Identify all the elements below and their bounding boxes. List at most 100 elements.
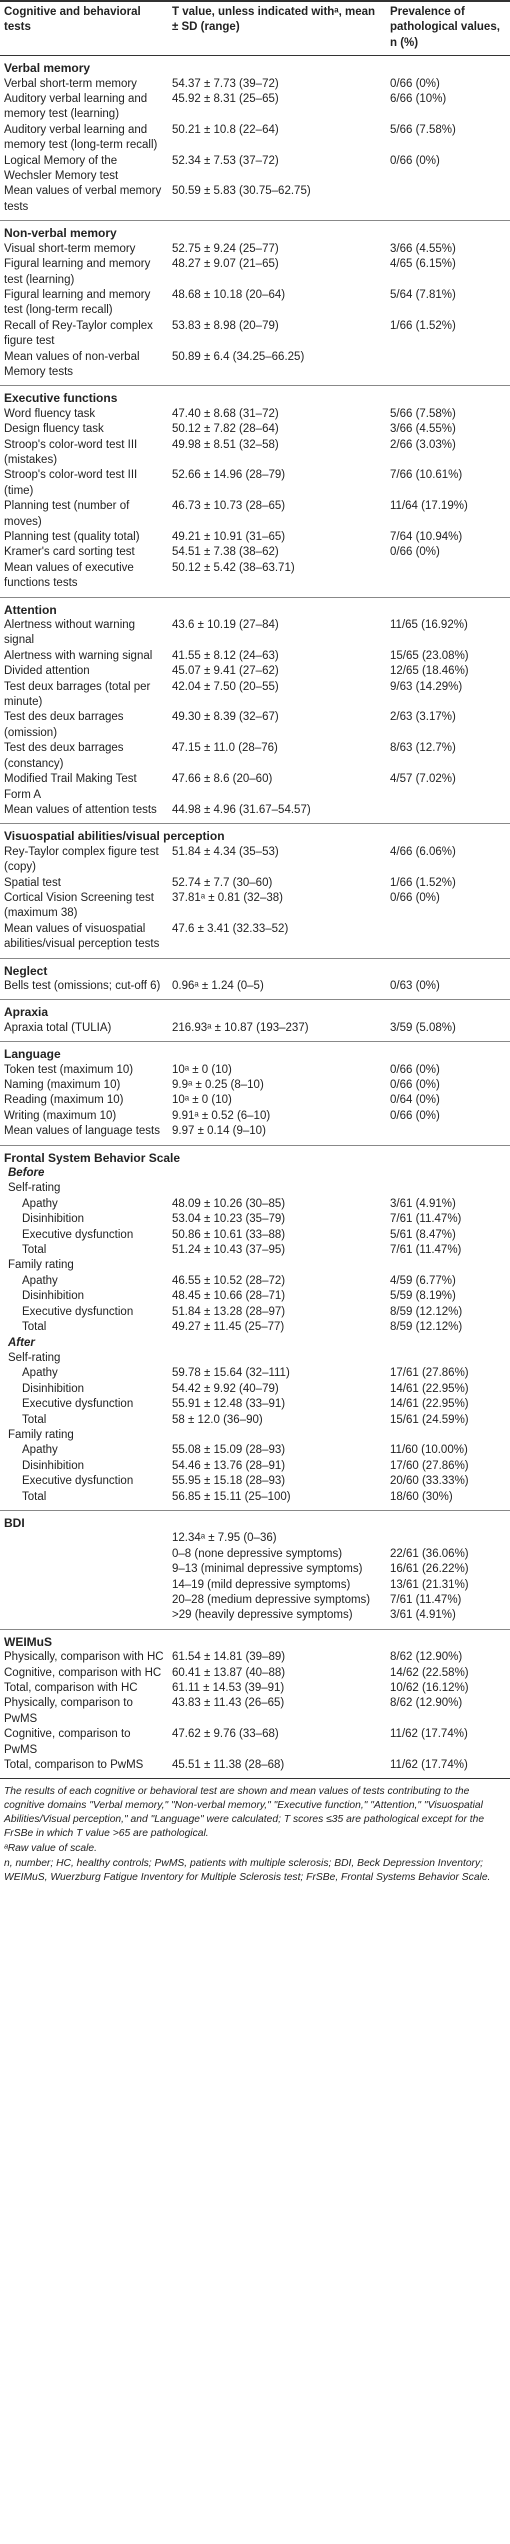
value-cell: 216.93ᵃ ± 10.87 (193–237) bbox=[172, 1021, 309, 1034]
label-cell: Auditory verbal learning and memory test… bbox=[4, 93, 148, 121]
value-cell: 55.95 ± 15.18 (28–93) bbox=[172, 1475, 286, 1488]
label-cell: Figural learning and memory test (learni… bbox=[4, 258, 151, 286]
section-title: WEIMuS bbox=[0, 1628, 510, 1651]
prevalence-cell: 16/61 (26.22%) bbox=[390, 1563, 469, 1576]
data-row: 0–8 (none depressive symptoms) 22/61 (36.… bbox=[0, 1547, 510, 1562]
data-row: Word fluency task 47.40 ± 8.68 (31–72) 5/6… bbox=[0, 407, 510, 422]
data-row: Alertness with warning signal 41.55 ± 8.1… bbox=[0, 649, 510, 664]
label-cell: Stroop's color-word test III (mistakes) bbox=[4, 438, 138, 466]
value-cell: 50.12 ± 7.82 (28–64) bbox=[172, 423, 279, 436]
value-cell: 51.84 ± 13.28 (28–97) bbox=[172, 1305, 286, 1318]
prevalence-cell: 4/65 (6.15%) bbox=[390, 258, 456, 271]
value-cell: 47.66 ± 8.6 (20–60) bbox=[172, 773, 273, 786]
value-cell: 48.45 ± 10.66 (28–71) bbox=[172, 1290, 286, 1303]
value-cell: 46.55 ± 10.52 (28–72) bbox=[172, 1274, 286, 1287]
value-cell: 50.59 ± 5.83 (30.75–62.75) bbox=[172, 185, 311, 198]
value-cell: 10ᵃ ± 0 (10) bbox=[172, 1094, 232, 1107]
data-row: Mean values of verbal memory tests 50.59 … bbox=[0, 184, 510, 220]
prevalence-cell: 5/61 (8.47%) bbox=[390, 1228, 456, 1241]
value-cell: 48.68 ± 10.18 (20–64) bbox=[172, 288, 286, 301]
prevalence-cell: 5/66 (7.58%) bbox=[390, 407, 456, 420]
data-row: Apraxia total (TULIA) 216.93ᵃ ± 10.87 (19… bbox=[0, 1021, 510, 1042]
value-cell: 50.86 ± 10.61 (33–88) bbox=[172, 1228, 286, 1241]
label-cell: Physically, comparison with HC bbox=[4, 1651, 164, 1664]
label-cell: Mean values of non-verbal Memory tests bbox=[4, 350, 140, 378]
prevalence-cell: 5/66 (7.58%) bbox=[390, 123, 456, 136]
label-cell: Token test (maximum 10) bbox=[4, 1063, 134, 1076]
data-row: Total 56.85 ± 15.11 (25–100) 18/60 (30%) bbox=[0, 1490, 510, 1511]
prevalence-cell: 0/66 (0%) bbox=[390, 1109, 440, 1122]
period-title-row: After bbox=[0, 1336, 510, 1351]
value-cell: 47.15 ± 11.0 (28–76) bbox=[172, 742, 278, 755]
label-cell bbox=[0, 1608, 168, 1629]
prevalence-cell: 0/66 (0%) bbox=[390, 1063, 440, 1076]
label-cell: Divided attention bbox=[4, 665, 90, 678]
value-cell: 52.66 ± 14.96 (28–79) bbox=[172, 469, 286, 482]
label-cell: Executive dysfunction bbox=[22, 1228, 134, 1241]
label-cell: Apathy bbox=[22, 1197, 58, 1210]
value-cell: 59.78 ± 15.64 (32–111) bbox=[172, 1367, 290, 1380]
prevalence-cell: 10/62 (16.12%) bbox=[390, 1682, 469, 1695]
data-row: Logical Memory of the Wechsler Memory te… bbox=[0, 154, 510, 185]
data-row: Executive dysfunction 51.84 ± 13.28 (28–9… bbox=[0, 1305, 510, 1320]
value-cell: 47.62 ± 9.76 (33–68) bbox=[172, 1728, 279, 1741]
prevalence-cell: 22/61 (36.06%) bbox=[390, 1547, 469, 1560]
prevalence-cell: 3/61 (4.91%) bbox=[390, 1197, 456, 1210]
prevalence-cell: 9/63 (14.29%) bbox=[390, 680, 463, 693]
prevalence-cell: 15/61 (24.59%) bbox=[390, 1413, 469, 1426]
header-row: Cognitive and behavioral tests T value, … bbox=[0, 0, 510, 57]
data-row: Mean values of language tests 9.97 ± 0.14… bbox=[0, 1124, 510, 1145]
table-header: Cognitive and behavioral tests T value, … bbox=[0, 0, 510, 57]
section-title-row: Frontal System Behavior Scale bbox=[0, 1144, 510, 1167]
label-cell: Disinhibition bbox=[22, 1290, 85, 1303]
label-cell bbox=[0, 1562, 168, 1577]
label-cell: Test deux barrages (total per minute) bbox=[4, 680, 151, 709]
label-cell: Design fluency task bbox=[4, 423, 104, 436]
section-title: BDI bbox=[0, 1509, 510, 1532]
label-cell: Total bbox=[22, 1321, 47, 1334]
data-row: Stroop's color-word test III (mistakes) 4… bbox=[0, 438, 510, 469]
data-row: Apathy 59.78 ± 15.64 (32–111) 17/61 (27.86… bbox=[0, 1366, 510, 1381]
header-cell: Prevalence of pathological values, n (%) bbox=[386, 0, 510, 57]
label-cell: Reading (maximum 10) bbox=[4, 1094, 124, 1107]
label-cell: Verbal short-term memory bbox=[4, 77, 137, 90]
section-title-row: BDI bbox=[0, 1509, 510, 1532]
prevalence-cell: 14/62 (22.58%) bbox=[390, 1666, 469, 1679]
header-cell: Cognitive and behavioral tests bbox=[0, 0, 168, 57]
data-row: Apathy 55.08 ± 15.09 (28–93) 11/60 (10.00%… bbox=[0, 1443, 510, 1458]
section-title-row: Non-verbal memory bbox=[0, 220, 510, 242]
section-title: Non-verbal memory bbox=[0, 220, 510, 242]
label-cell: Figural learning and memory test (long-t… bbox=[4, 288, 151, 317]
value-cell: 44.98 ± 4.96 (31.67–54.57) bbox=[172, 803, 311, 816]
prevalence-cell: 20/60 (33.33%) bbox=[390, 1475, 469, 1488]
prevalence-cell: 14/61 (22.95%) bbox=[390, 1398, 469, 1411]
prevalence-cell: 11/62 (17.74%) bbox=[390, 1728, 468, 1741]
value-cell: 9–13 (minimal depressive symptoms) bbox=[172, 1563, 363, 1576]
data-row: Token test (maximum 10) 10ᵃ ± 0 (10) 0/66 … bbox=[0, 1063, 510, 1078]
label-cell: Cognitive, comparison with HC bbox=[4, 1666, 162, 1679]
label-cell: Planning test (number of moves) bbox=[4, 500, 130, 528]
section-title: Language bbox=[0, 1041, 510, 1063]
prevalence-cell bbox=[386, 922, 510, 958]
value-cell: 0.96ᵃ ± 1.24 (0–5) bbox=[172, 979, 264, 992]
section-title-row: Visuospatial abilities/visual perception bbox=[0, 823, 510, 845]
data-row: Physically, comparison to PwMS 43.83 ± 11… bbox=[0, 1696, 510, 1727]
data-row: Total, comparison to PwMS 45.51 ± 11.38 (… bbox=[0, 1758, 510, 1778]
value-cell: 54.51 ± 7.38 (38–62) bbox=[172, 546, 279, 559]
label-cell: Physically, comparison to PwMS bbox=[4, 1697, 133, 1725]
data-row: Spatial test 52.74 ± 7.7 (30–60) 1/66 (1.5… bbox=[0, 876, 510, 891]
value-cell: 54.42 ± 9.92 (40–79) bbox=[172, 1382, 279, 1395]
value-cell: 9.97 ± 0.14 (9–10) bbox=[172, 1125, 266, 1138]
data-row: Apathy 48.09 ± 10.26 (30–85) 3/61 (4.91%) bbox=[0, 1197, 510, 1212]
prevalence-cell: 1/66 (1.52%) bbox=[390, 319, 456, 332]
value-cell: 54.46 ± 13.76 (28–91) bbox=[172, 1459, 286, 1472]
rating-title: Family rating bbox=[8, 1428, 74, 1441]
label-cell: Total bbox=[22, 1244, 47, 1257]
value-cell: 55.91 ± 12.48 (33–91) bbox=[172, 1398, 286, 1411]
prevalence-cell: 0/66 (0%) bbox=[390, 1079, 440, 1091]
rating-title: Self-rating bbox=[8, 1351, 61, 1364]
value-cell: 20–28 (medium depressive symptoms) bbox=[172, 1594, 371, 1606]
prevalence-cell bbox=[386, 1531, 510, 1546]
value-cell: 48.27 ± 9.07 (21–65) bbox=[172, 258, 279, 271]
